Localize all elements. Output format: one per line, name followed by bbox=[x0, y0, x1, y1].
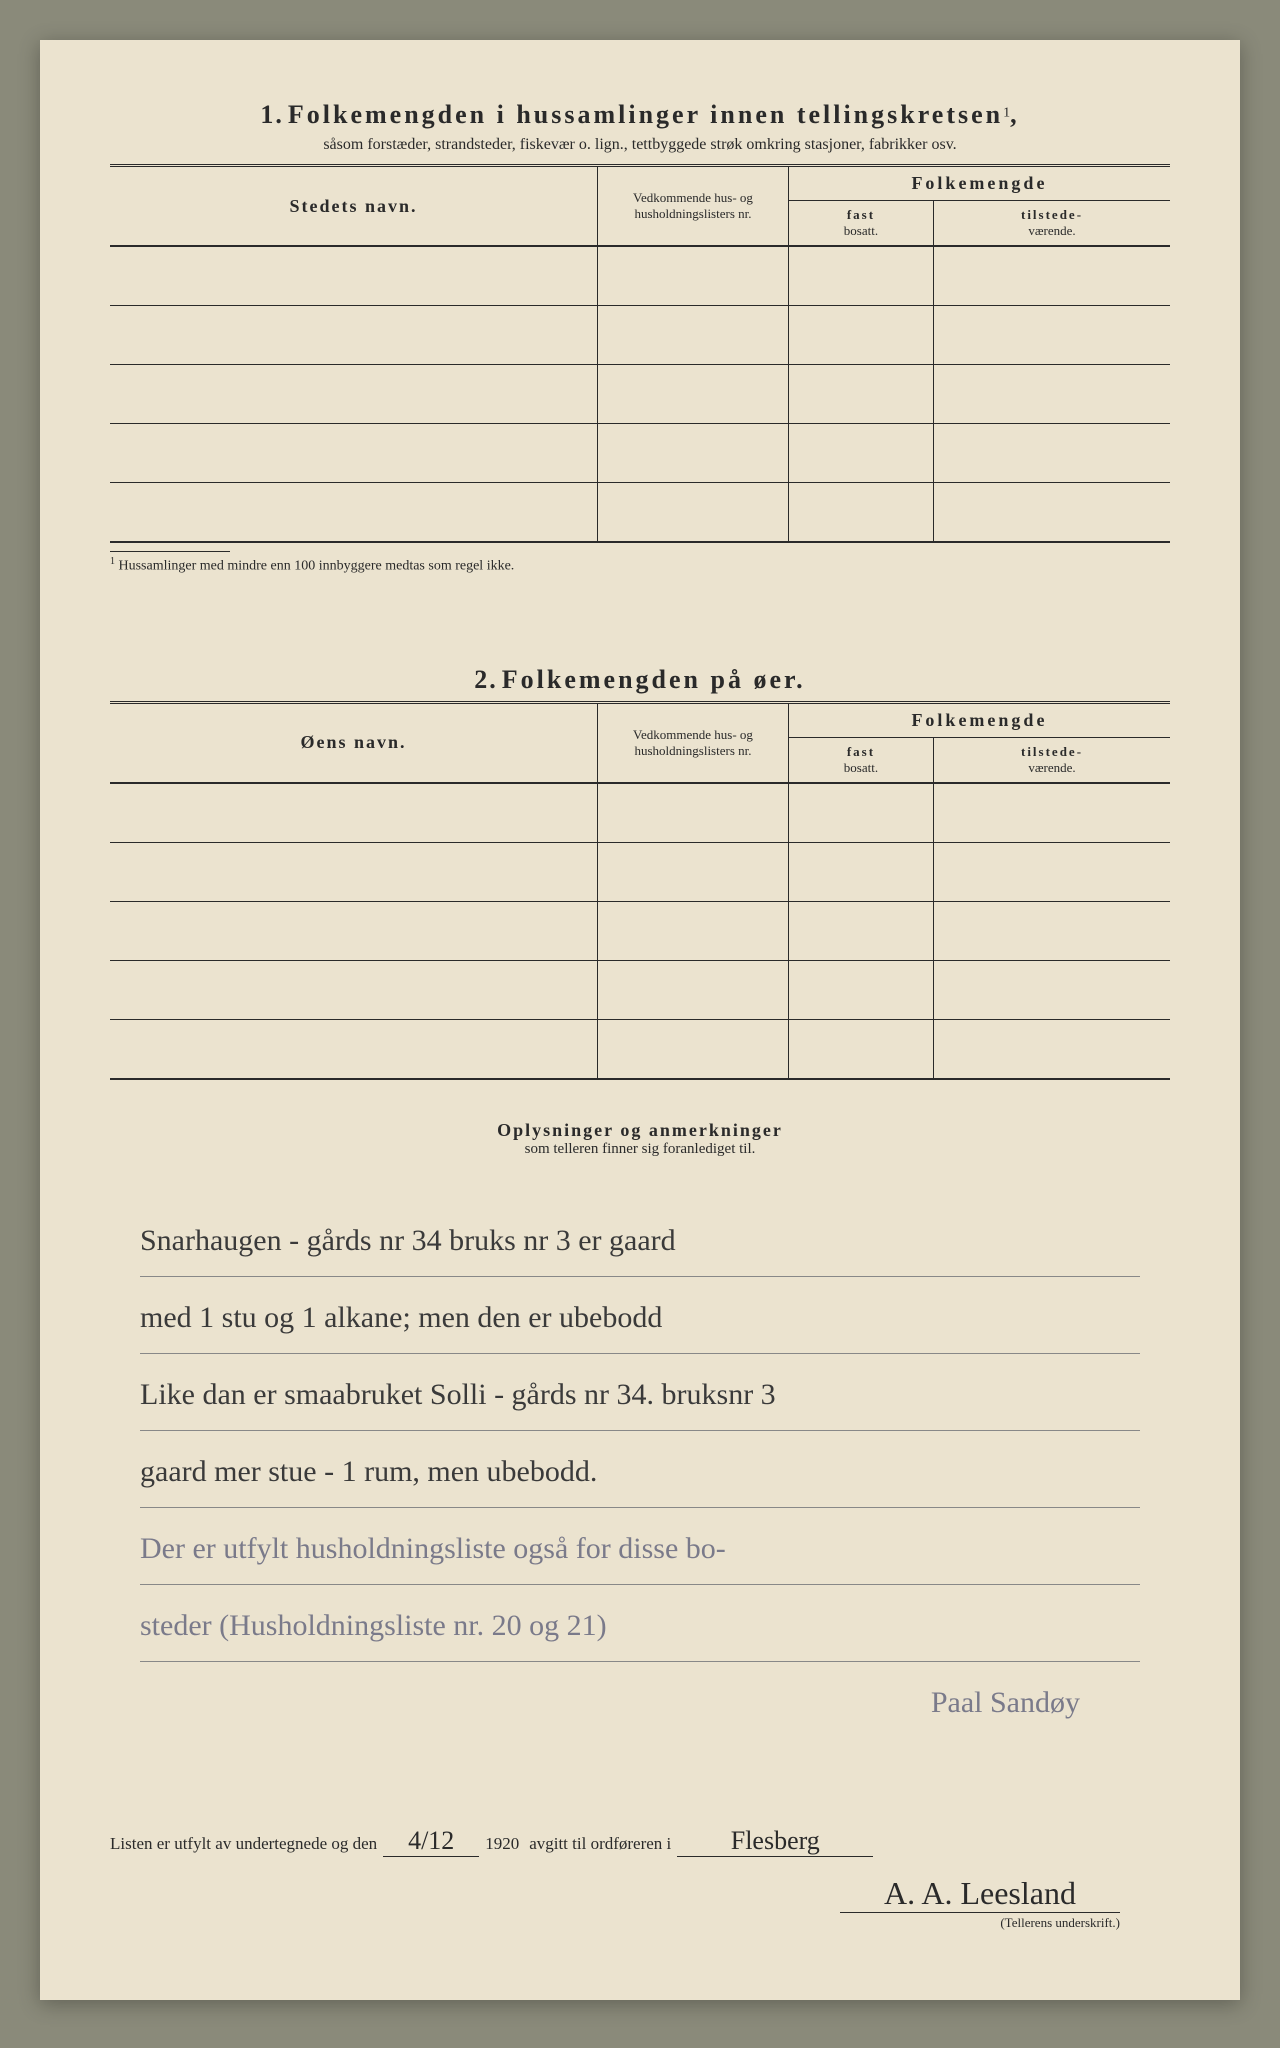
footer-year: 1920 bbox=[485, 1834, 519, 1854]
table-row bbox=[110, 424, 1170, 483]
census-form-page: 1. Folkemengden i hussamlinger innen tel… bbox=[40, 40, 1240, 2000]
table-row bbox=[110, 901, 1170, 960]
col-folkemengde-2: Folkemengde bbox=[788, 702, 1170, 737]
remark-line: gaard mer stue - 1 rum, men ubebodd. bbox=[140, 1439, 1140, 1508]
col-tilstede: tilstede-værende. bbox=[934, 201, 1170, 247]
col-fast: fastbosatt. bbox=[788, 201, 933, 247]
col-tilstede-2: tilstede-værende. bbox=[934, 737, 1170, 783]
section2-title: Folkemengden på øer. bbox=[502, 665, 806, 694]
footer-signature-line: Listen er utfylt av undertegnede og den … bbox=[110, 1826, 1170, 1857]
section2-heading: 2. Folkemengden på øer. bbox=[110, 665, 1170, 695]
table-row bbox=[110, 783, 1170, 843]
section1-subtitle: såsom forstæder, strandsteder, fiskevær … bbox=[110, 136, 1170, 154]
section1-number: 1. bbox=[260, 100, 284, 129]
table-row bbox=[110, 365, 1170, 424]
remarks-sub: som telleren finner sig foranlediget til… bbox=[110, 1141, 1170, 1158]
teller-signature-label: (Tellerens underskrift.) bbox=[110, 1915, 1120, 1931]
footnote-rule bbox=[110, 551, 230, 552]
handwritten-remarks: Snarhaugen - gårds nr 34 bruks nr 3 er g… bbox=[110, 1208, 1170, 1736]
remark-line: Snarhaugen - gårds nr 34 bruks nr 3 er g… bbox=[140, 1208, 1140, 1277]
table-row bbox=[110, 483, 1170, 543]
section1-table: Stedets navn. Vedkommende hus- og hushol… bbox=[110, 164, 1170, 543]
remarks-heading: Oplysninger og anmerkninger bbox=[110, 1120, 1170, 1141]
table-row bbox=[110, 1019, 1170, 1079]
remark-line: Like dan er smaabruket Solli - gårds nr … bbox=[140, 1362, 1140, 1431]
section1-title: Folkemengden i hussamlinger innen tellin… bbox=[288, 100, 1003, 129]
footer-date: 4/12 bbox=[383, 1826, 479, 1857]
section2-number: 2. bbox=[474, 665, 498, 694]
col-stedets-navn: Stedets navn. bbox=[110, 166, 598, 247]
remark-line: med 1 stu og 1 alkane; men den er ubebod… bbox=[140, 1285, 1140, 1354]
remarks-signature: Paal Sandøy bbox=[140, 1670, 1140, 1736]
col-fast-2: fastbosatt. bbox=[788, 737, 933, 783]
teller-signature: A. A. Leesland bbox=[840, 1875, 1120, 1913]
col-liste-nr-2: Vedkommende hus- og husholdningslisters … bbox=[598, 702, 789, 783]
table-row bbox=[110, 842, 1170, 901]
table-row bbox=[110, 246, 1170, 306]
section1-heading: 1. Folkemengden i hussamlinger innen tel… bbox=[110, 100, 1170, 130]
footer-place: Flesberg bbox=[677, 1826, 873, 1857]
table-row bbox=[110, 306, 1170, 365]
teller-signature-block: A. A. Leesland (Tellerens underskrift.) bbox=[110, 1875, 1170, 1931]
col-liste-nr: Vedkommende hus- og husholdningslisters … bbox=[598, 166, 789, 247]
table-row bbox=[110, 960, 1170, 1019]
remark-line-faded: steder (Husholdningsliste nr. 20 og 21) bbox=[140, 1593, 1140, 1662]
section2-table: Øens navn. Vedkommende hus- og husholdni… bbox=[110, 701, 1170, 1080]
col-oens-navn: Øens navn. bbox=[110, 702, 598, 783]
footer-mid: avgitt til ordføreren i bbox=[529, 1834, 671, 1854]
section1-footnote: 1 Hussamlinger med mindre enn 100 innbyg… bbox=[110, 556, 1170, 575]
footer-prefix: Listen er utfylt av undertegnede og den bbox=[110, 1834, 377, 1854]
col-folkemengde: Folkemengde bbox=[788, 166, 1170, 201]
remark-line-faded: Der er utfylt husholdningsliste også for… bbox=[140, 1516, 1140, 1585]
